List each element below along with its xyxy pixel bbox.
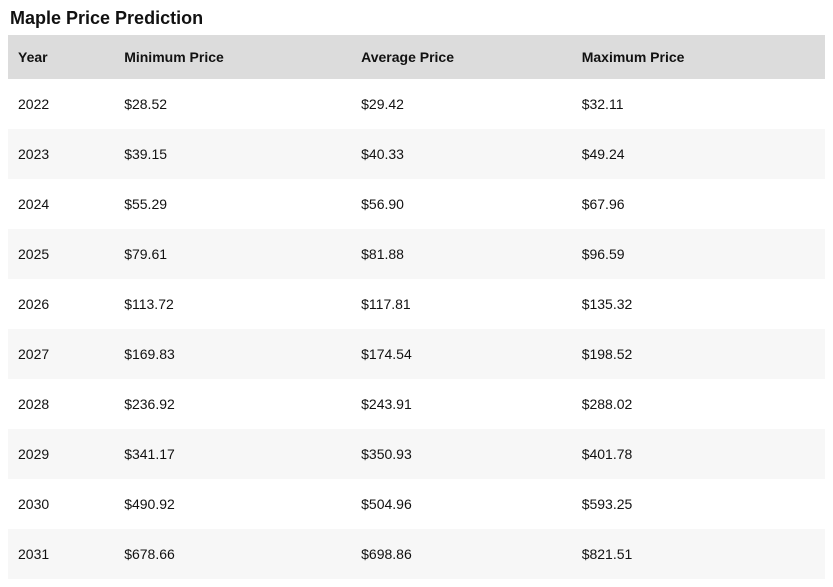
cell-min: $678.66 xyxy=(114,529,351,579)
cell-year: 2027 xyxy=(8,329,114,379)
table-row: 2023$39.15$40.33$49.24 xyxy=(8,129,825,179)
cell-avg: $504.96 xyxy=(351,479,572,529)
table-row: 2025$79.61$81.88$96.59 xyxy=(8,229,825,279)
cell-min: $79.61 xyxy=(114,229,351,279)
cell-avg: $243.91 xyxy=(351,379,572,429)
cell-year: 2029 xyxy=(8,429,114,479)
cell-avg: $350.93 xyxy=(351,429,572,479)
cell-min: $28.52 xyxy=(114,79,351,129)
cell-year: 2024 xyxy=(8,179,114,229)
col-header-min: Minimum Price xyxy=(114,35,351,79)
cell-avg: $29.42 xyxy=(351,79,572,129)
cell-year: 2025 xyxy=(8,229,114,279)
table-row: 2030$490.92$504.96$593.25 xyxy=(8,479,825,529)
cell-year: 2028 xyxy=(8,379,114,429)
cell-min: $341.17 xyxy=(114,429,351,479)
table-row: 2026$113.72$117.81$135.32 xyxy=(8,279,825,329)
cell-max: $67.96 xyxy=(572,179,825,229)
cell-year: 2026 xyxy=(8,279,114,329)
table-body: 2022$28.52$29.42$32.112023$39.15$40.33$4… xyxy=(8,79,825,579)
cell-max: $32.11 xyxy=(572,79,825,129)
cell-avg: $698.86 xyxy=(351,529,572,579)
table-row: 2022$28.52$29.42$32.11 xyxy=(8,79,825,129)
cell-min: $39.15 xyxy=(114,129,351,179)
cell-avg: $40.33 xyxy=(351,129,572,179)
cell-max: $593.25 xyxy=(572,479,825,529)
cell-avg: $174.54 xyxy=(351,329,572,379)
table-row: 2027$169.83$174.54$198.52 xyxy=(8,329,825,379)
table-header-row: Year Minimum Price Average Price Maximum… xyxy=(8,35,825,79)
cell-max: $135.32 xyxy=(572,279,825,329)
table-row: 2028$236.92$243.91$288.02 xyxy=(8,379,825,429)
table-row: 2029$341.17$350.93$401.78 xyxy=(8,429,825,479)
cell-min: $169.83 xyxy=(114,329,351,379)
col-header-max: Maximum Price xyxy=(572,35,825,79)
cell-max: $821.51 xyxy=(572,529,825,579)
cell-year: 2030 xyxy=(8,479,114,529)
cell-max: $288.02 xyxy=(572,379,825,429)
cell-avg: $81.88 xyxy=(351,229,572,279)
cell-max: $49.24 xyxy=(572,129,825,179)
cell-min: $490.92 xyxy=(114,479,351,529)
table-row: 2024$55.29$56.90$67.96 xyxy=(8,179,825,229)
col-header-avg: Average Price xyxy=(351,35,572,79)
cell-min: $113.72 xyxy=(114,279,351,329)
cell-year: 2031 xyxy=(8,529,114,579)
table-row: 2031$678.66$698.86$821.51 xyxy=(8,529,825,579)
page-title: Maple Price Prediction xyxy=(10,8,825,29)
cell-avg: $56.90 xyxy=(351,179,572,229)
price-table: Year Minimum Price Average Price Maximum… xyxy=(8,35,825,579)
cell-year: 2023 xyxy=(8,129,114,179)
cell-max: $96.59 xyxy=(572,229,825,279)
col-header-year: Year xyxy=(8,35,114,79)
price-prediction-container: Maple Price Prediction Year Minimum Pric… xyxy=(0,0,833,587)
cell-max: $198.52 xyxy=(572,329,825,379)
cell-avg: $117.81 xyxy=(351,279,572,329)
cell-year: 2022 xyxy=(8,79,114,129)
cell-max: $401.78 xyxy=(572,429,825,479)
cell-min: $236.92 xyxy=(114,379,351,429)
cell-min: $55.29 xyxy=(114,179,351,229)
